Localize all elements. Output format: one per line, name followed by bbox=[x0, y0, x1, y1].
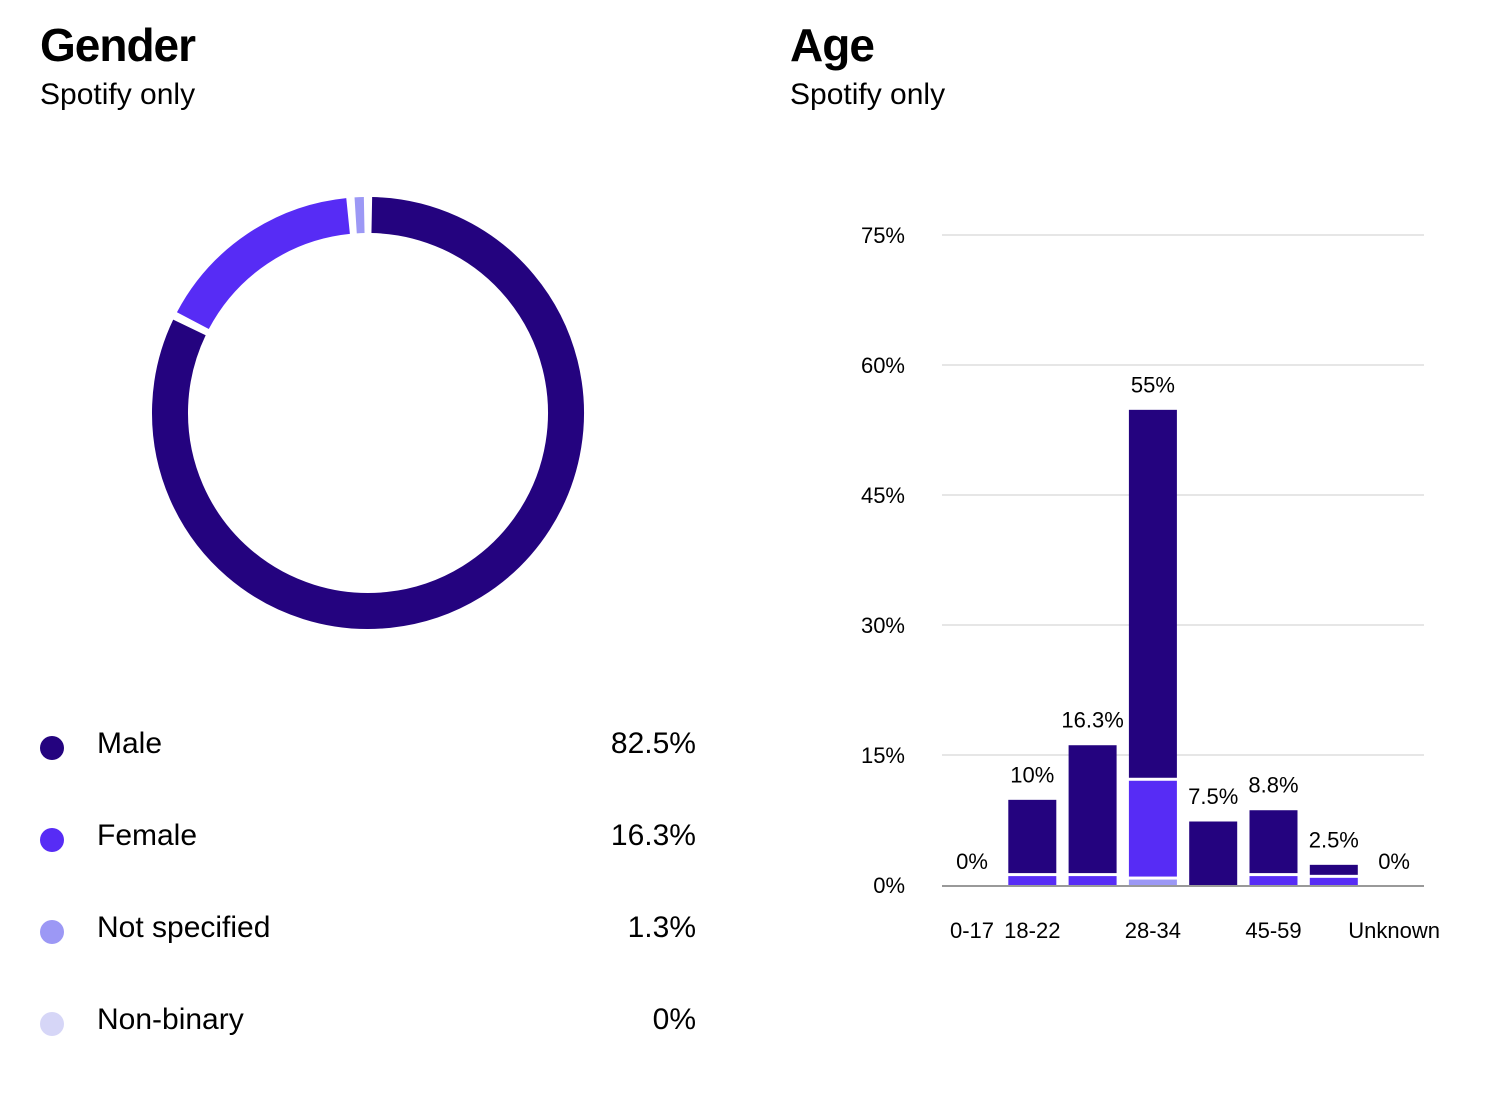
gender-donut-chart bbox=[152, 197, 584, 629]
legend-label: Not specified bbox=[97, 911, 271, 944]
legend-dot-not-specified bbox=[40, 920, 64, 944]
y-tick-label: 15% bbox=[861, 743, 905, 768]
bar-segment-female bbox=[1068, 876, 1117, 885]
legend-item-not-specified: Not specified 1.3% bbox=[40, 904, 696, 996]
bar-value-label: 16.3% bbox=[1061, 708, 1123, 733]
bar-value-label: 0% bbox=[956, 849, 988, 874]
age-title: Age bbox=[790, 19, 875, 71]
gender-subtitle: Spotify only bbox=[40, 78, 196, 111]
legend-item-female: Female 16.3% bbox=[40, 812, 696, 904]
bar-segment-male bbox=[1008, 799, 1057, 874]
bar-segment-male bbox=[1128, 409, 1177, 778]
age-subtitle: Spotify only bbox=[790, 78, 946, 111]
legend-value: 1.3% bbox=[627, 911, 696, 944]
donut-slice-female bbox=[176, 198, 351, 330]
legend-item-non-binary: Non-binary 0% bbox=[40, 996, 696, 1088]
bar-value-label: 2.5% bbox=[1309, 827, 1359, 852]
bar-value-label: 0% bbox=[1378, 849, 1410, 874]
y-tick-label: 45% bbox=[861, 483, 905, 508]
legend-label: Non-binary bbox=[97, 1003, 244, 1036]
legend-value: 82.5% bbox=[610, 727, 696, 760]
legend-value: 0% bbox=[652, 1003, 696, 1036]
bar-segment-male bbox=[1309, 864, 1358, 875]
bar-segment-male bbox=[1189, 821, 1238, 885]
x-tick-label: 28-34 bbox=[1125, 918, 1181, 943]
legend-value: 16.3% bbox=[610, 819, 696, 852]
bar-segment-female bbox=[1128, 780, 1177, 877]
bar-value-label: 55% bbox=[1131, 372, 1175, 397]
gender-title: Gender bbox=[40, 19, 196, 71]
y-tick-label: 75% bbox=[861, 223, 905, 248]
gender-legend: Male 82.5% Female 16.3% Not specified 1.3% Non… bbox=[40, 720, 696, 1088]
bar-segment-female bbox=[1008, 876, 1057, 885]
x-tick-label: 0-17 bbox=[950, 918, 994, 943]
age-panel: Age Spotify only 0% 15% 30% 45% 60% 75% 0% 0-17… bbox=[790, 0, 1490, 1102]
age-bar-chart: 0% 15% 30% 45% 60% 75% 0% 0-17 10% 18-22 16.3% 55% 2… bbox=[861, 223, 1440, 943]
legend-label: Female bbox=[97, 819, 198, 852]
x-tick-label: 18-22 bbox=[1004, 918, 1060, 943]
bar-segment-not_specified bbox=[1128, 879, 1177, 885]
legend-dot-female bbox=[40, 828, 64, 852]
legend-item-male: Male 82.5% bbox=[40, 720, 696, 812]
bar-value-label: 8.8% bbox=[1248, 773, 1298, 798]
x-tick-label: 45-59 bbox=[1245, 918, 1301, 943]
y-tick-label: 30% bbox=[861, 613, 905, 638]
bar-value-label: 7.5% bbox=[1188, 784, 1238, 809]
bar-segment-female bbox=[1249, 876, 1298, 885]
donut-slice-male bbox=[152, 197, 584, 629]
legend-dot-male bbox=[40, 736, 64, 760]
bar-segment-male bbox=[1068, 745, 1117, 874]
legend-label: Male bbox=[97, 727, 163, 760]
x-tick-label: Unknown bbox=[1348, 918, 1440, 943]
y-tick-label: 60% bbox=[861, 353, 905, 378]
gender-panel: Gender Spotify only Male 82.5% Female 16.3%… bbox=[40, 0, 720, 1102]
bar-segment-female bbox=[1309, 877, 1358, 885]
bar-segment-male bbox=[1249, 810, 1298, 874]
y-tick-label: 0% bbox=[873, 873, 905, 898]
bar-value-label: 10% bbox=[1010, 762, 1054, 787]
legend-dot-non-binary bbox=[40, 1012, 64, 1036]
